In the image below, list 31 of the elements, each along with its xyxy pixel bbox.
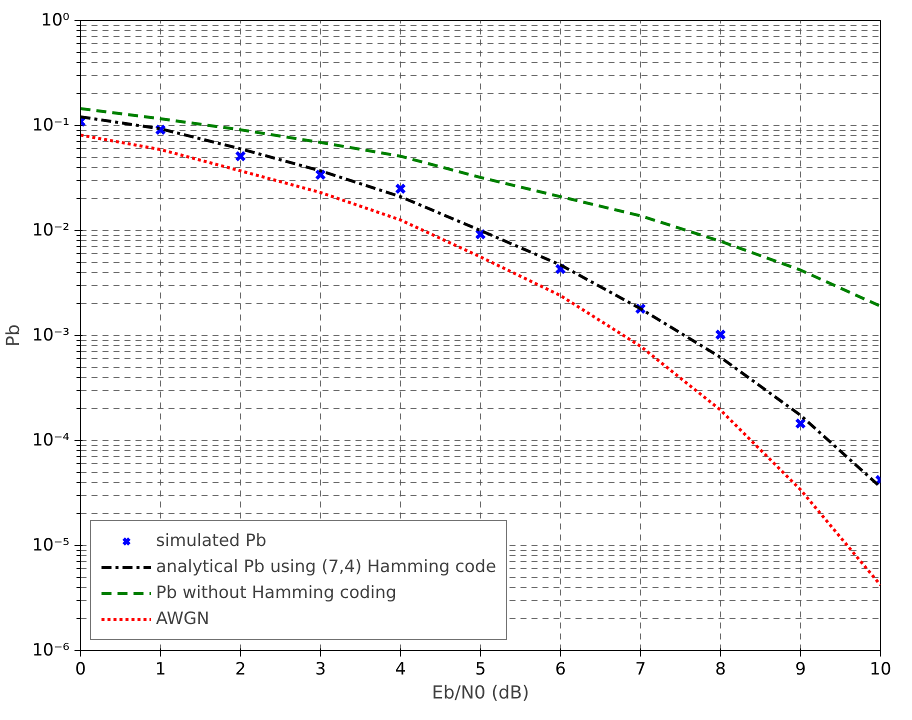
x-tick-label: 7 (635, 660, 646, 680)
point (154, 124, 166, 136)
x-tick-label: 2 (235, 660, 246, 680)
y-tick-label: 10⁻³ (32, 326, 70, 346)
x-axis-title: Eb/N0 (dB) (432, 682, 530, 704)
line-series (80, 134, 880, 587)
y-tick-label: 10⁻⁵ (32, 536, 70, 556)
y-tick-label: 10⁻⁶ (32, 640, 70, 660)
x-tick-label: 5 (475, 660, 486, 680)
x-tick-label: 0 (75, 660, 86, 680)
x-tick-label: 4 (395, 660, 406, 680)
x-tick-label: 9 (795, 660, 806, 680)
x-tick-label: 3 (315, 660, 326, 680)
point (714, 328, 726, 340)
x-tick-label: 10 (870, 660, 892, 680)
x-tick-label: 1 (155, 660, 166, 680)
line-series (80, 107, 880, 308)
y-tick-label: 10⁻¹ (32, 116, 70, 136)
legend-label: Pb without Hamming coding (156, 583, 397, 603)
y-tick-label: 10⁻⁴ (32, 430, 70, 450)
legend-label: simulated Pb (156, 531, 266, 551)
legend-label: analytical Pb using (7,4) Hamming code (156, 557, 496, 577)
point (394, 183, 406, 194)
y-tick-label: 10⁻² (32, 220, 70, 240)
point (234, 150, 246, 162)
y-axis-title: Pb (3, 324, 24, 347)
legend-label: AWGN (156, 609, 210, 629)
x-tick-label: 8 (715, 660, 726, 680)
point (794, 418, 806, 430)
x-tick-label: 6 (555, 660, 566, 680)
y-tick-label: 10⁰ (41, 10, 70, 30)
